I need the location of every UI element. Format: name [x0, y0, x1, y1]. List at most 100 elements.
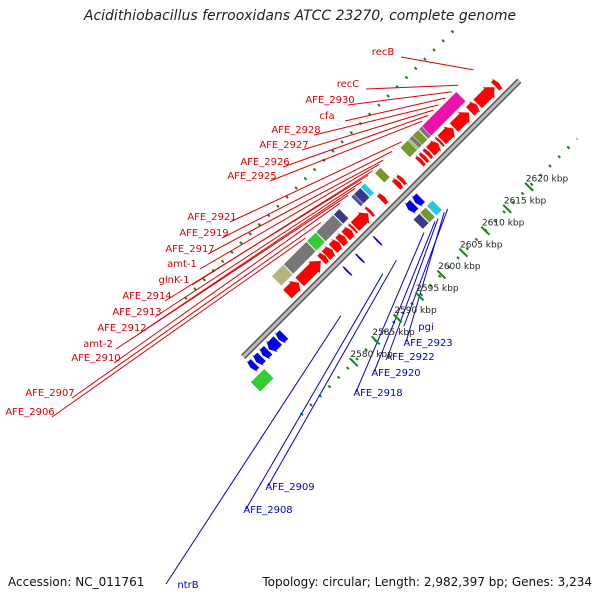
reverse-gene-label: AFE_2922: [385, 352, 434, 363]
scale-tick: [480, 225, 490, 236]
forward-hit-11: [409, 135, 422, 149]
forward-gene-label: AFE_2914: [122, 291, 171, 302]
forward-cds-22: [490, 78, 504, 91]
forward-hit-6: [353, 187, 370, 204]
forward-gene-label: recC: [337, 79, 360, 90]
forward-leader: [313, 104, 439, 136]
forward-cds-20: [465, 101, 481, 116]
reverse-cds-9: [411, 193, 426, 207]
forward-leader: [400, 56, 474, 71]
forward-leader: [71, 222, 322, 399]
reverse-leader: [165, 315, 342, 585]
forward-cds-13: [414, 154, 427, 167]
forward-leader: [51, 237, 306, 418]
forward-gene-label: AFE_2913: [112, 307, 161, 318]
reverse-cds-6: [353, 252, 366, 265]
forward-cds-4: [328, 238, 343, 254]
dotted-guide-0: [184, 21, 463, 300]
forward-leader: [113, 202, 341, 364]
forward-cds-1: [295, 260, 322, 287]
forward-leader: [347, 91, 452, 106]
forward-cds-3: [321, 245, 336, 261]
scale-tick: [392, 313, 403, 324]
scale-label: 2590 kbp: [394, 306, 437, 316]
scale-label: 2585 kbp: [372, 328, 415, 338]
reverse-cds-4: [274, 329, 289, 344]
reverse-gene-label: ntrB: [177, 580, 198, 591]
forward-gene-label: cfa: [319, 111, 334, 122]
reverse-hit-0: [250, 368, 274, 392]
scale-label: 2600 kbp: [438, 262, 481, 272]
forward-gene-label: AFE_2912: [97, 323, 146, 334]
forward-cds-15: [422, 147, 435, 160]
forward-cds-14: [418, 151, 431, 164]
forward-hit-2: [306, 232, 326, 251]
forward-cds-5: [335, 232, 349, 247]
label-leaders: [51, 56, 474, 585]
scale-tick: [370, 335, 381, 346]
forward-gene-label: recB: [372, 47, 395, 58]
forward-leader: [115, 194, 349, 350]
forward-cds-10: [376, 192, 390, 205]
forward-cds-19: [449, 111, 470, 133]
reverse-leader: [403, 208, 449, 327]
reverse-leader: [405, 212, 445, 343]
forward-gene-label: AFE_2906: [5, 407, 54, 418]
forward-gene-label: AFE_2917: [165, 244, 214, 255]
forward-hit-10: [407, 138, 419, 150]
forward-leader: [154, 181, 363, 318]
forward-leader: [164, 174, 369, 302]
forward-hit-14: [421, 91, 466, 136]
scale-label: 2580 kbp: [350, 350, 393, 360]
forward-leader: [269, 120, 423, 182]
forward-cds-8: [350, 212, 370, 232]
forward-leader: [301, 109, 434, 151]
forward-cds-6: [341, 226, 356, 241]
forward-gene-label: AFE_2930: [305, 95, 354, 106]
forward-leader: [199, 164, 380, 270]
accession-text: Accession: NC_011761: [8, 575, 145, 589]
forward-cds-12: [395, 173, 409, 186]
forward-gene-label: AFE_2921: [187, 212, 236, 223]
scale-tick: [524, 182, 534, 192]
forward-gene-label: amt-2: [83, 339, 113, 350]
forward-hit-8: [374, 167, 390, 183]
reverse-cds-8: [404, 199, 419, 214]
scale-label: 2605 kbp: [460, 240, 503, 250]
reverse-cds-5: [341, 265, 353, 278]
topology-text: Topology: circular; Length: 2,982,397 bp…: [262, 575, 592, 589]
forward-leader: [207, 159, 384, 255]
reverse-leader: [355, 232, 425, 393]
forward-hit-4: [333, 208, 349, 224]
forward-cds-16: [425, 140, 442, 156]
forward-leader: [229, 141, 402, 223]
forward-leader: [282, 115, 429, 168]
forward-hit-7: [360, 183, 375, 197]
map-title: Acidithiobacillus ferrooxidans ATCC 2327…: [83, 8, 517, 24]
forward-leader: [365, 84, 459, 90]
reverse-leader: [373, 221, 436, 373]
reverse-leader: [267, 259, 397, 487]
reverse-gene-label: AFE_2918: [353, 388, 402, 399]
reverse-cds-0: [246, 358, 260, 373]
reverse-hit-2: [419, 207, 436, 223]
forward-hit-0: [271, 264, 293, 286]
forward-gene-label: AFE_2927: [259, 140, 308, 151]
reverse-leader: [245, 273, 384, 510]
genome-backbone: [241, 78, 522, 359]
reverse-cds-2: [258, 345, 273, 360]
forward-gene-label: glnK-1: [159, 275, 190, 286]
forward-gene-label: amt-1: [167, 259, 197, 270]
scale-tick: [414, 291, 425, 302]
scale-label: 2595 kbp: [416, 284, 459, 294]
scale-label: 2620 kbp: [526, 175, 569, 185]
scale-tick: [436, 269, 447, 280]
forward-gene-label: AFE_2907: [25, 388, 74, 399]
forward-hit-13: [418, 126, 432, 139]
scale-label: 2615 kbp: [504, 196, 547, 206]
forward-gene-label: AFE_2928: [271, 125, 320, 136]
forward-hit-1: [283, 241, 316, 274]
forward-gene-label: AFE_2926: [240, 157, 289, 168]
